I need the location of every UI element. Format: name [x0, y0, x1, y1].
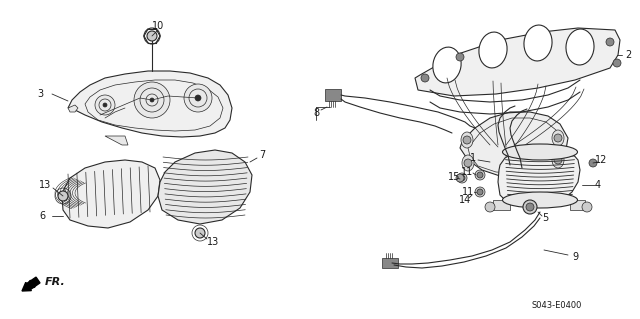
Polygon shape	[460, 112, 568, 178]
Circle shape	[456, 174, 464, 182]
Text: 4: 4	[595, 180, 601, 190]
Circle shape	[523, 200, 537, 214]
Polygon shape	[68, 105, 78, 112]
Ellipse shape	[502, 192, 577, 208]
Ellipse shape	[462, 155, 474, 171]
Circle shape	[477, 172, 483, 178]
Circle shape	[421, 74, 429, 82]
Text: 5: 5	[542, 213, 548, 223]
Circle shape	[150, 98, 154, 102]
Ellipse shape	[461, 132, 473, 148]
Text: 11: 11	[462, 187, 474, 197]
Polygon shape	[493, 200, 510, 210]
Circle shape	[103, 103, 107, 107]
Polygon shape	[415, 28, 620, 96]
Circle shape	[582, 202, 592, 212]
Circle shape	[58, 191, 68, 201]
Text: 13: 13	[207, 237, 219, 247]
Text: 13: 13	[39, 180, 51, 190]
Circle shape	[95, 95, 115, 115]
Text: 12: 12	[595, 155, 607, 165]
Text: 3: 3	[37, 89, 43, 99]
Ellipse shape	[502, 144, 577, 160]
FancyArrow shape	[22, 277, 40, 291]
Circle shape	[475, 187, 485, 197]
Polygon shape	[570, 200, 585, 210]
Circle shape	[613, 59, 621, 67]
Text: S043-E0400: S043-E0400	[532, 300, 582, 309]
Text: 14: 14	[459, 195, 471, 205]
Circle shape	[526, 203, 534, 211]
Text: 2: 2	[625, 50, 631, 60]
Circle shape	[195, 228, 205, 238]
Text: 9: 9	[572, 252, 578, 262]
Circle shape	[464, 159, 472, 167]
Text: 6: 6	[39, 211, 45, 221]
Circle shape	[195, 95, 201, 101]
Circle shape	[457, 173, 467, 183]
Polygon shape	[382, 258, 398, 268]
Ellipse shape	[524, 25, 552, 61]
Circle shape	[554, 156, 562, 164]
Circle shape	[554, 134, 562, 142]
Polygon shape	[158, 150, 252, 224]
Polygon shape	[68, 71, 232, 137]
Text: 7: 7	[259, 150, 265, 160]
Text: 15: 15	[448, 172, 460, 182]
Ellipse shape	[566, 29, 594, 65]
Text: 10: 10	[152, 21, 164, 31]
Ellipse shape	[479, 32, 507, 68]
Text: 11: 11	[461, 167, 473, 177]
Polygon shape	[105, 136, 128, 145]
Text: FR.: FR.	[45, 277, 65, 287]
Text: 1: 1	[470, 153, 476, 163]
Circle shape	[485, 202, 495, 212]
Circle shape	[589, 159, 597, 167]
Circle shape	[475, 170, 485, 180]
Circle shape	[134, 82, 170, 118]
Ellipse shape	[433, 47, 461, 83]
Circle shape	[147, 31, 157, 41]
Ellipse shape	[552, 130, 564, 146]
Circle shape	[463, 136, 471, 144]
Circle shape	[459, 175, 465, 181]
Circle shape	[456, 53, 464, 61]
Text: 8: 8	[313, 108, 319, 118]
Circle shape	[477, 189, 483, 195]
Circle shape	[606, 38, 614, 46]
Circle shape	[184, 84, 212, 112]
Polygon shape	[498, 147, 580, 206]
Ellipse shape	[552, 152, 564, 168]
Polygon shape	[325, 89, 341, 101]
Polygon shape	[62, 160, 160, 228]
